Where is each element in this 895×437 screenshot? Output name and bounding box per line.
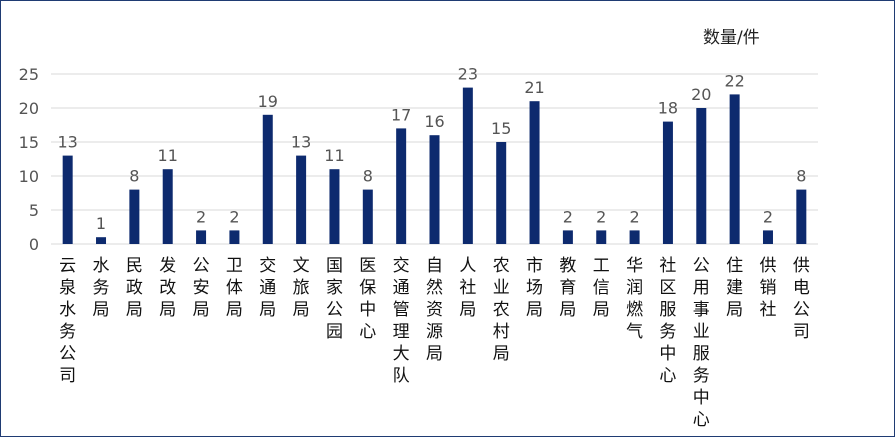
- y-tick-label: 20: [19, 99, 39, 118]
- category-label: 社区服务中心: [659, 256, 676, 386]
- category-label: 交通管理大队: [393, 256, 410, 386]
- data-label: 8: [129, 167, 139, 186]
- bar: [396, 128, 407, 244]
- category-label: 市场局: [526, 256, 543, 320]
- data-label: 1: [96, 214, 106, 233]
- category-label: 国家公园: [326, 256, 343, 342]
- bar: [462, 87, 473, 244]
- y-axis-ticks: 0 5 10 15 20 25: [19, 65, 39, 254]
- data-label: 8: [796, 167, 806, 186]
- data-label: 11: [158, 146, 178, 165]
- y-tick-label: 5: [29, 201, 39, 220]
- category-label: 交通局: [259, 256, 276, 320]
- y-tick-label: 10: [19, 167, 39, 186]
- data-label: 15: [491, 119, 511, 138]
- bar: [696, 108, 707, 244]
- data-label: 13: [291, 133, 311, 152]
- bar: [362, 189, 373, 244]
- data-label: 2: [196, 207, 206, 226]
- category-label: 人社局: [459, 256, 476, 320]
- bar: [296, 155, 307, 244]
- y-tick-label: 25: [19, 65, 39, 84]
- category-label: 教育局: [559, 256, 576, 320]
- bar: [796, 189, 807, 244]
- data-label: 22: [724, 71, 744, 90]
- data-label: 23: [458, 65, 478, 84]
- y-tick-label: 0: [29, 235, 39, 254]
- data-label: 11: [324, 146, 344, 165]
- bar: [562, 230, 573, 244]
- category-label: 住建局: [726, 256, 743, 320]
- category-label: 自然资源局: [426, 256, 443, 364]
- y-tick-label: 15: [19, 133, 39, 152]
- bar: [496, 142, 507, 244]
- bar: [429, 135, 440, 244]
- data-label: 19: [258, 92, 278, 111]
- bar: [162, 169, 173, 244]
- bars: [62, 87, 807, 245]
- bar: [229, 230, 240, 244]
- bar: [262, 114, 273, 244]
- category-label: 供电公司: [793, 256, 810, 342]
- bar: [196, 230, 207, 244]
- category-label: 水务局: [93, 256, 110, 320]
- data-label: 2: [629, 207, 639, 226]
- data-label: 2: [563, 207, 573, 226]
- y-axis-label: 数量/件: [703, 28, 760, 48]
- data-label: 2: [763, 207, 773, 226]
- category-label: 云泉水务公司: [59, 256, 76, 386]
- data-label: 2: [596, 207, 606, 226]
- category-label: 发改局: [159, 256, 176, 320]
- bar: [629, 230, 640, 244]
- category-label: 工信局: [593, 256, 610, 320]
- category-label: 医保中心: [359, 256, 376, 342]
- data-label: 21: [524, 78, 544, 97]
- category-label: 华润燃气: [626, 256, 643, 342]
- bar: [529, 101, 540, 244]
- data-label: 8: [363, 167, 373, 186]
- category-label: 民政局: [126, 256, 143, 320]
- bar: [96, 237, 107, 244]
- data-label: 16: [424, 112, 444, 131]
- data-label: 20: [691, 85, 711, 104]
- category-labels: 云泉水务公司水务局民政局发改局公安局卫体局交通局文旅局国家公园医保中心交通管理大…: [59, 256, 810, 430]
- data-label: 13: [57, 133, 77, 152]
- category-label: 供销社: [759, 256, 776, 320]
- category-label: 卫体局: [226, 256, 243, 320]
- bar: [762, 230, 773, 244]
- bar: [329, 169, 340, 244]
- data-label: 18: [658, 99, 678, 118]
- bar: [662, 121, 673, 244]
- category-label: 文旅局: [293, 256, 310, 320]
- category-label: 农业农村局: [493, 256, 510, 364]
- data-label: 17: [391, 105, 411, 124]
- category-label: 公安局: [193, 256, 210, 320]
- bar: [596, 230, 607, 244]
- data-label: 2: [229, 207, 239, 226]
- bar: [129, 189, 140, 244]
- bar: [729, 94, 740, 245]
- category-label: 公用事业服务中心: [693, 256, 710, 430]
- bar: [62, 155, 73, 244]
